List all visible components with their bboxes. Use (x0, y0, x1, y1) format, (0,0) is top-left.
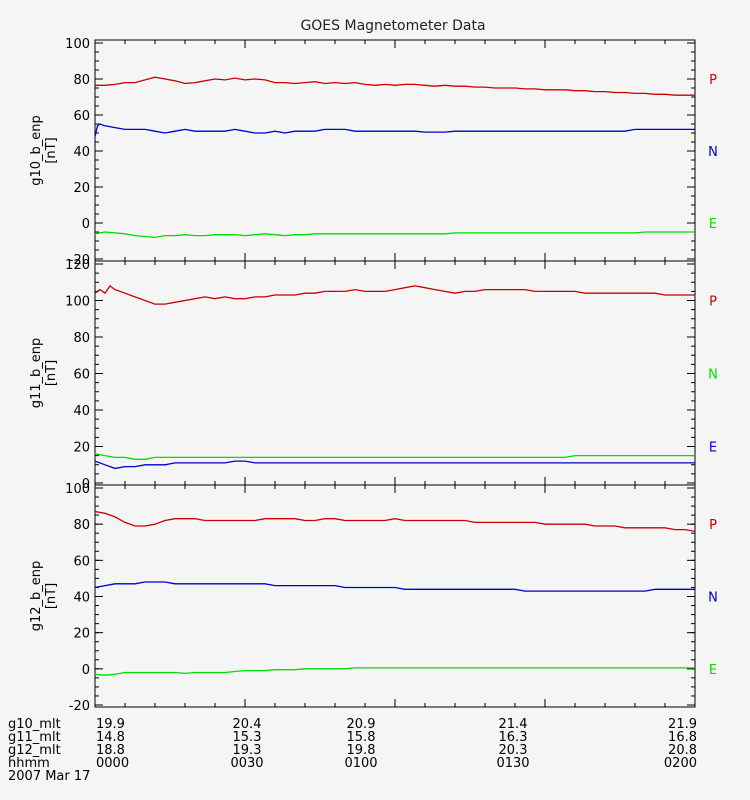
footer-value: 0030 (230, 756, 263, 771)
y-tick-label: 60 (73, 368, 90, 383)
series-line-n (94, 581, 695, 592)
legend-label-e: E (709, 217, 717, 232)
series-line-e (94, 667, 695, 676)
y-tick-label: 40 (73, 404, 90, 419)
series-line-p (94, 510, 696, 533)
panel-3: 100 80 60 40 20 0 -20 g12_b_enp [nT] P N E (29, 482, 718, 714)
series-line-n (94, 123, 695, 137)
panel-frame (94, 39, 696, 262)
series-line-p (94, 284, 695, 305)
footer-row-label: g11_mlt (8, 730, 61, 745)
y-tick-label: 40 (73, 145, 90, 160)
y-tick-label: 40 (73, 591, 90, 606)
y-tick-label: 0 (82, 217, 90, 232)
legend-label-n: N (708, 368, 718, 383)
footer-row-label: hhmm (8, 756, 50, 771)
footer-value: 21.9 (668, 717, 697, 732)
chart-title: GOES Magnetometer Data (300, 18, 485, 34)
footer-value: 20.9 (347, 717, 376, 732)
footer-value: 19.8 (347, 743, 376, 758)
legend-label-e: E (709, 663, 717, 678)
footer-value: 19.9 (96, 717, 125, 732)
footer-value: 0100 (344, 756, 377, 771)
footer-value: 0000 (96, 756, 129, 771)
footer-value: 16.3 (499, 730, 528, 745)
y-axis-unit: [nT] (44, 137, 59, 163)
legend-label-p: P (709, 518, 717, 533)
footer-date: 2007 Mar 17 (8, 769, 90, 784)
y-axis-unit: [nT] (44, 583, 59, 609)
y-tick-label: 100 (65, 295, 90, 310)
y-tick-label: 60 (73, 109, 90, 124)
series-line-p (95, 76, 695, 96)
footer-value: 19.3 (233, 743, 262, 758)
y-tick-label: 100 (65, 482, 90, 497)
footer-value: 20.8 (668, 743, 697, 758)
footer-row-label: g10_mlt (8, 717, 61, 732)
y-tick-label: 100 (65, 37, 90, 52)
y-tick-label: 80 (73, 331, 90, 346)
footer-labels: g10_mlt 19.9 20.4 20.9 21.4 21.9 g11_mlt 14.8 15… (8, 717, 697, 784)
y-tick-label: 20 (73, 181, 90, 196)
panel-1: 100 80 60 40 20 0 -20 g10_b_enp [nT] P N E (29, 37, 718, 268)
y-tick-label: 80 (73, 73, 90, 88)
footer-value: 20.4 (233, 717, 262, 732)
legend-label-p: P (709, 295, 717, 310)
y-axis-label: g12_b_enp (29, 561, 44, 632)
y-tick-label: 0 (82, 663, 90, 678)
series-line-e (94, 460, 695, 470)
footer-value: 16.8 (668, 730, 697, 745)
footer-value: 0130 (496, 756, 529, 771)
y-axis-label: g11_b_enp (29, 338, 44, 409)
y-tick-label: -20 (69, 699, 90, 714)
y-tick-label: 80 (73, 518, 90, 533)
footer-value: 18.8 (96, 743, 125, 758)
legend-label-n: N (708, 145, 718, 160)
y-tick-label: 20 (73, 627, 90, 642)
legend-label-p: P (709, 73, 717, 88)
footer-value: 15.3 (233, 730, 262, 745)
y-tick-label: 0 (82, 477, 90, 492)
series-line-n (94, 453, 695, 460)
footer-value: 21.4 (499, 717, 528, 732)
y-tick-label: 20 (73, 441, 90, 456)
y-tick-label: 120 (65, 258, 90, 273)
footer-value: 14.8 (96, 730, 125, 745)
legend-label-n: N (708, 591, 718, 606)
panel-2: 120 100 80 60 40 20 0 g11_b_enp [nT] P N E (29, 258, 718, 492)
y-tick-label: 60 (73, 554, 90, 569)
footer-row-label: g12_mlt (8, 743, 61, 758)
footer-value: 20.3 (499, 743, 528, 758)
footer-value: 15.8 (347, 730, 376, 745)
y-axis-label: g10_b_enp (29, 115, 44, 186)
footer-value: 0200 (664, 756, 697, 771)
legend-label-e: E (709, 441, 717, 456)
y-axis-unit: [nT] (44, 360, 59, 386)
panel-frame (94, 260, 696, 486)
y-tick-label: -20 (69, 253, 90, 268)
series-line-e (94, 231, 695, 239)
